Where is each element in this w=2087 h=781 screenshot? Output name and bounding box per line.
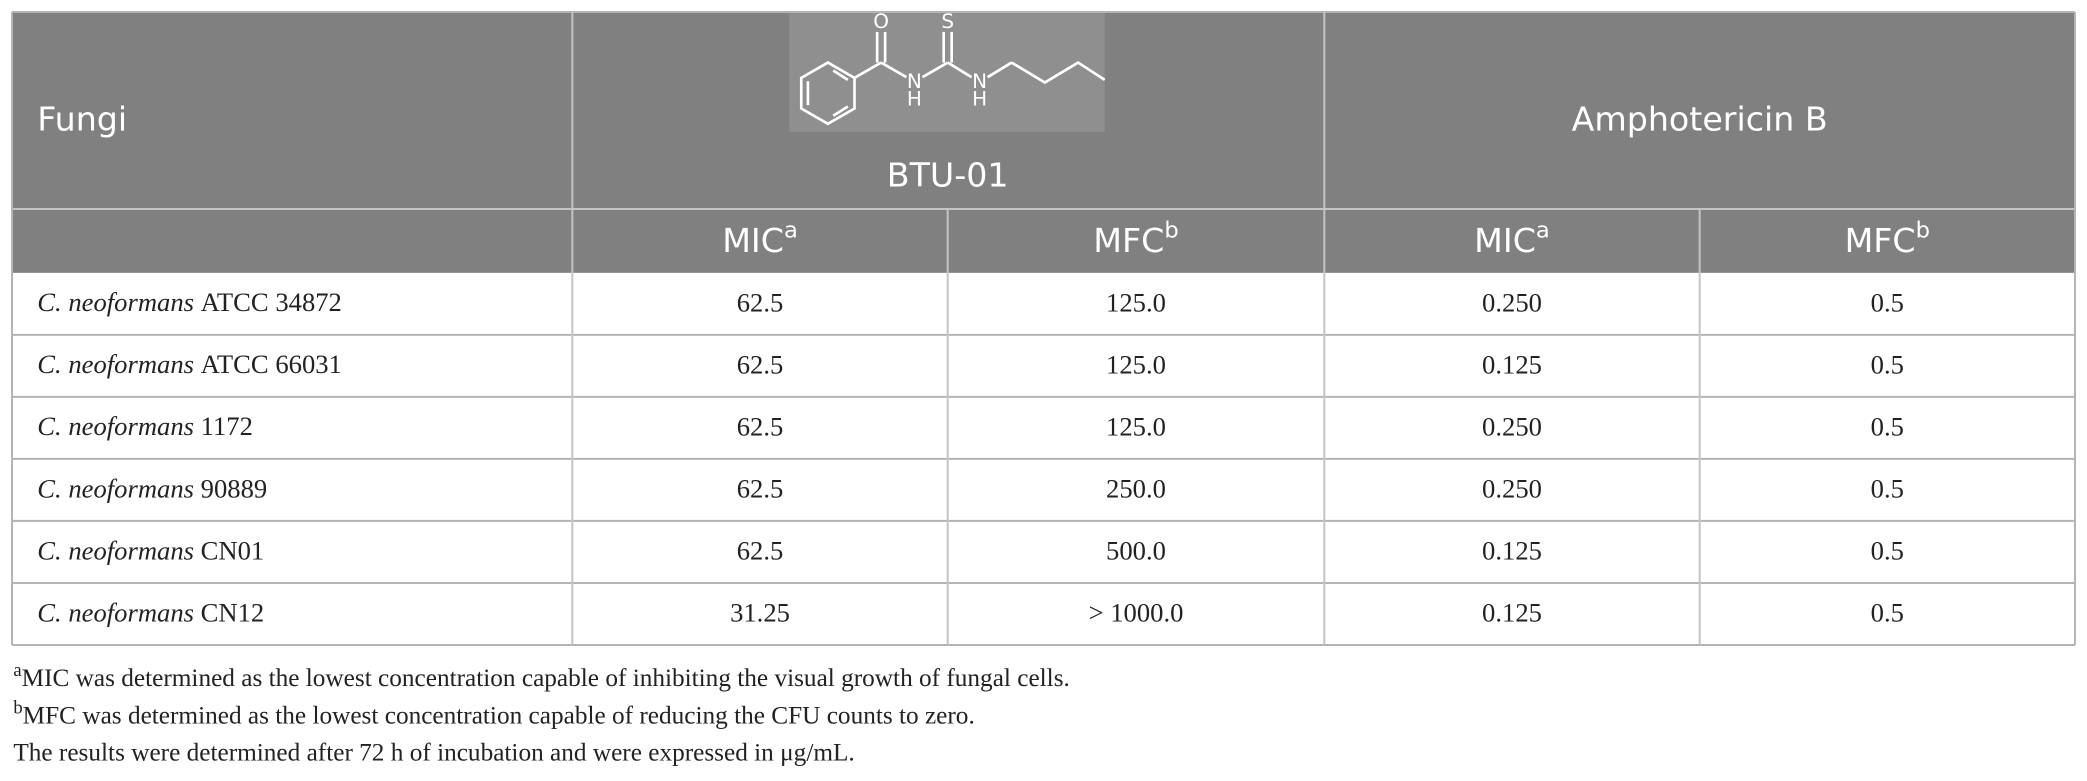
value-cell: 125.0 bbox=[1106, 287, 1166, 317]
subheader-cell: MFCb bbox=[1845, 217, 1930, 260]
value-cell: 0.5 bbox=[1871, 597, 1904, 627]
value-cell: > 1000.0 bbox=[1089, 597, 1184, 627]
subheader-text: MFC bbox=[1093, 221, 1164, 260]
genus: C. neoformans bbox=[37, 597, 194, 627]
atom-label: O bbox=[873, 9, 889, 33]
footnote: aMIC was determined as the lowest concen… bbox=[13, 660, 1070, 692]
superscript: a bbox=[1536, 217, 1550, 243]
fungi-cell: C. neoformans 1172 bbox=[37, 411, 253, 441]
value-cell: 250.0 bbox=[1106, 473, 1166, 503]
subheader-cell: MICa bbox=[722, 217, 798, 260]
value-cell: 0.250 bbox=[1482, 287, 1542, 317]
atom-label: H bbox=[972, 86, 987, 110]
atom-label: H bbox=[907, 86, 922, 110]
superscript: b bbox=[13, 698, 22, 719]
atom-label: N bbox=[907, 69, 922, 93]
subheader-text: MIC bbox=[722, 221, 784, 260]
header-cell: Amphotericin B bbox=[1572, 100, 1828, 139]
superscript: b bbox=[1164, 217, 1178, 243]
subheader-cell: MICa bbox=[1474, 217, 1550, 260]
value-cell: 125.0 bbox=[1106, 411, 1166, 441]
strain: CN01 bbox=[201, 535, 265, 565]
genus: C. neoformans bbox=[37, 411, 194, 441]
footnote-text: The results were determined after 72 h o… bbox=[13, 738, 854, 766]
footnote-text: MIC was determined as the lowest concent… bbox=[22, 664, 1070, 692]
value-cell: 0.250 bbox=[1482, 411, 1542, 441]
header-cell: Fungi bbox=[37, 100, 127, 139]
value-cell: 62.5 bbox=[737, 349, 784, 379]
value-cell: 0.5 bbox=[1871, 535, 1904, 565]
genus: C. neoformans bbox=[37, 535, 194, 565]
value-cell: 500.0 bbox=[1106, 535, 1166, 565]
value-cell: 0.125 bbox=[1482, 535, 1542, 565]
strain: ATCC 66031 bbox=[201, 349, 342, 379]
strain: 90889 bbox=[201, 473, 268, 503]
fungi-cell: C. neoformans CN01 bbox=[37, 535, 264, 565]
subheader-cell: MFCb bbox=[1093, 217, 1178, 260]
strain: ATCC 34872 bbox=[201, 287, 342, 317]
value-cell: 0.250 bbox=[1482, 473, 1542, 503]
footnote: bMFC was determined as the lowest concen… bbox=[13, 698, 974, 730]
atom-label: S bbox=[941, 9, 954, 33]
value-cell: 62.5 bbox=[737, 535, 784, 565]
value-cell: 62.5 bbox=[737, 411, 784, 441]
genus: C. neoformans bbox=[37, 473, 194, 503]
genus: C. neoformans bbox=[37, 287, 194, 317]
header-cell: BTU-01 bbox=[887, 156, 1009, 195]
chemical-structure: O S N H N H bbox=[789, 9, 1106, 132]
value-cell: 0.125 bbox=[1482, 597, 1542, 627]
footnote: The results were determined after 72 h o… bbox=[13, 738, 854, 766]
value-cell: 0.5 bbox=[1871, 473, 1904, 503]
value-cell: 62.5 bbox=[737, 287, 784, 317]
atom-label: N bbox=[972, 69, 987, 93]
subheader-text: MIC bbox=[1474, 221, 1536, 260]
superscript: b bbox=[1916, 217, 1930, 243]
value-cell: 62.5 bbox=[737, 473, 784, 503]
strain: CN12 bbox=[201, 597, 265, 627]
genus: C. neoformans bbox=[37, 349, 194, 379]
footnote-text: MFC was determined as the lowest concent… bbox=[23, 701, 975, 729]
value-cell: 125.0 bbox=[1106, 349, 1166, 379]
subheader-text: MFC bbox=[1845, 221, 1916, 260]
superscript: a bbox=[784, 217, 798, 243]
fungi-cell: C. neoformans 90889 bbox=[37, 473, 267, 503]
strain: 1172 bbox=[201, 411, 253, 441]
fungi-cell: C. neoformans CN12 bbox=[37, 597, 264, 627]
value-cell: 0.5 bbox=[1871, 287, 1904, 317]
superscript: a bbox=[13, 660, 22, 681]
value-cell: 31.25 bbox=[730, 597, 790, 627]
value-cell: 0.125 bbox=[1482, 349, 1542, 379]
fungi-cell: C. neoformans ATCC 34872 bbox=[37, 287, 342, 317]
value-cell: 0.5 bbox=[1871, 349, 1904, 379]
fungi-cell: C. neoformans ATCC 66031 bbox=[37, 349, 342, 379]
value-cell: 0.5 bbox=[1871, 411, 1904, 441]
